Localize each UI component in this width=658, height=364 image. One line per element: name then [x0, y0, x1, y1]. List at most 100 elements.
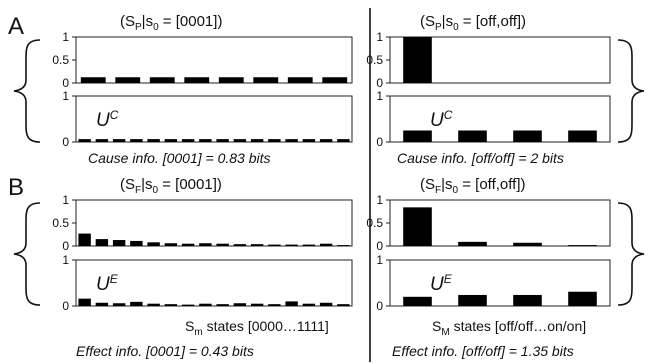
- plot-frame: [75, 36, 353, 84]
- bar: [164, 304, 178, 306]
- bar: [95, 239, 109, 246]
- bar: [233, 303, 247, 306]
- bar: [337, 304, 350, 306]
- bar: [403, 130, 432, 142]
- bar: [78, 233, 91, 246]
- bar: [181, 304, 195, 306]
- panel-letter-b: B: [8, 174, 24, 201]
- effect-info-right: Effect info. [off/off] = 1.35 bits: [392, 343, 574, 359]
- u-label-b-left: UE: [96, 272, 119, 295]
- panel-letter-a: A: [8, 13, 24, 40]
- bar: [568, 245, 597, 246]
- plot-frame: [389, 259, 611, 307]
- states-label-left: Sm states [0000…1111]: [185, 318, 329, 338]
- bar: [147, 303, 160, 306]
- u-label-a-right: UC: [430, 108, 453, 131]
- bar: [147, 139, 160, 142]
- title-a-right: (SP|s0 = [off,off]): [420, 13, 526, 33]
- bar: [216, 139, 229, 142]
- bar: [319, 302, 333, 306]
- effect-info-left: Effect info. [0001] = 0.43 bits: [76, 343, 254, 359]
- subplot-a-right-bottom: 01: [376, 89, 611, 149]
- y-tick-label: 0: [376, 76, 383, 90]
- cause-info-left: Cause info. [0001] = 0.83 bits: [88, 150, 271, 166]
- bar: [199, 243, 212, 246]
- bar: [513, 294, 542, 306]
- bar: [112, 303, 126, 306]
- y-tick-label: 0.5: [52, 53, 69, 67]
- left-brace-a: [13, 39, 41, 143]
- plot-frame: [75, 95, 353, 143]
- bar: [458, 241, 487, 246]
- title-b-right: (SF|s0 = [off,off]): [420, 176, 525, 196]
- bar: [285, 301, 298, 306]
- bar: [268, 304, 281, 306]
- y-tick-label: 0: [62, 135, 69, 149]
- y-tick-label: 1: [62, 89, 69, 103]
- bar: [78, 298, 91, 306]
- bar: [181, 139, 195, 142]
- bar: [233, 244, 247, 246]
- subplot-b-left-top: 00.51: [52, 193, 353, 253]
- y-tick-label: 1: [376, 253, 383, 267]
- bar: [319, 243, 333, 246]
- bar: [130, 240, 143, 246]
- bar: [513, 242, 542, 246]
- bar: [130, 301, 143, 306]
- bar: [285, 139, 298, 142]
- y-tick-label: 0: [62, 239, 69, 253]
- y-tick-label: 0.5: [52, 216, 69, 230]
- bar: [287, 77, 313, 83]
- bar: [216, 304, 229, 306]
- bar: [78, 139, 91, 142]
- subplot-b-right-top: 00.51: [366, 193, 611, 253]
- subplot-a-left-bottom: 01: [62, 89, 353, 149]
- bar: [149, 77, 175, 83]
- bar: [268, 139, 281, 142]
- bar: [199, 139, 212, 142]
- bar: [403, 296, 432, 306]
- bar: [95, 302, 109, 306]
- bar: [302, 303, 316, 306]
- bar: [181, 243, 195, 246]
- bar: [250, 139, 264, 142]
- left-brace-b: [13, 202, 41, 306]
- title-b-left: (SF|s0 = [0001]): [120, 176, 222, 196]
- right-brace-b: [617, 202, 645, 306]
- y-tick-label: 0: [376, 299, 383, 313]
- bar: [112, 139, 126, 142]
- bar: [568, 291, 597, 306]
- bar: [164, 243, 178, 246]
- title-a-left: (SP|s0 = [0001]): [120, 13, 222, 33]
- bar: [337, 139, 350, 142]
- y-tick-label: 0: [62, 76, 69, 90]
- right-brace-a: [617, 39, 645, 143]
- bar: [112, 240, 126, 246]
- subplot-b-left-bottom: 01: [62, 253, 353, 313]
- plot-frame: [389, 95, 611, 143]
- bar: [403, 207, 432, 246]
- subplot-a-left-top: 00.51: [52, 30, 353, 90]
- bar: [115, 77, 141, 83]
- bar: [199, 303, 212, 306]
- bar: [216, 243, 229, 246]
- bar: [513, 130, 542, 142]
- y-tick-label: 1: [62, 193, 69, 207]
- bar: [337, 245, 350, 246]
- bar: [285, 244, 298, 246]
- plot-frame: [75, 259, 353, 307]
- subplot-a-right-top: 00.51: [366, 30, 611, 90]
- y-tick-label: 1: [62, 30, 69, 44]
- bar: [322, 77, 348, 83]
- bar: [164, 139, 178, 142]
- y-tick-label: 0: [376, 239, 383, 253]
- bar: [458, 130, 487, 142]
- bar: [250, 303, 264, 306]
- bar: [253, 77, 279, 83]
- plot-frame: [75, 199, 353, 247]
- subplot-b-right-bottom: 01: [376, 253, 611, 313]
- bar: [250, 244, 264, 246]
- bar: [147, 242, 160, 246]
- bar: [568, 130, 597, 142]
